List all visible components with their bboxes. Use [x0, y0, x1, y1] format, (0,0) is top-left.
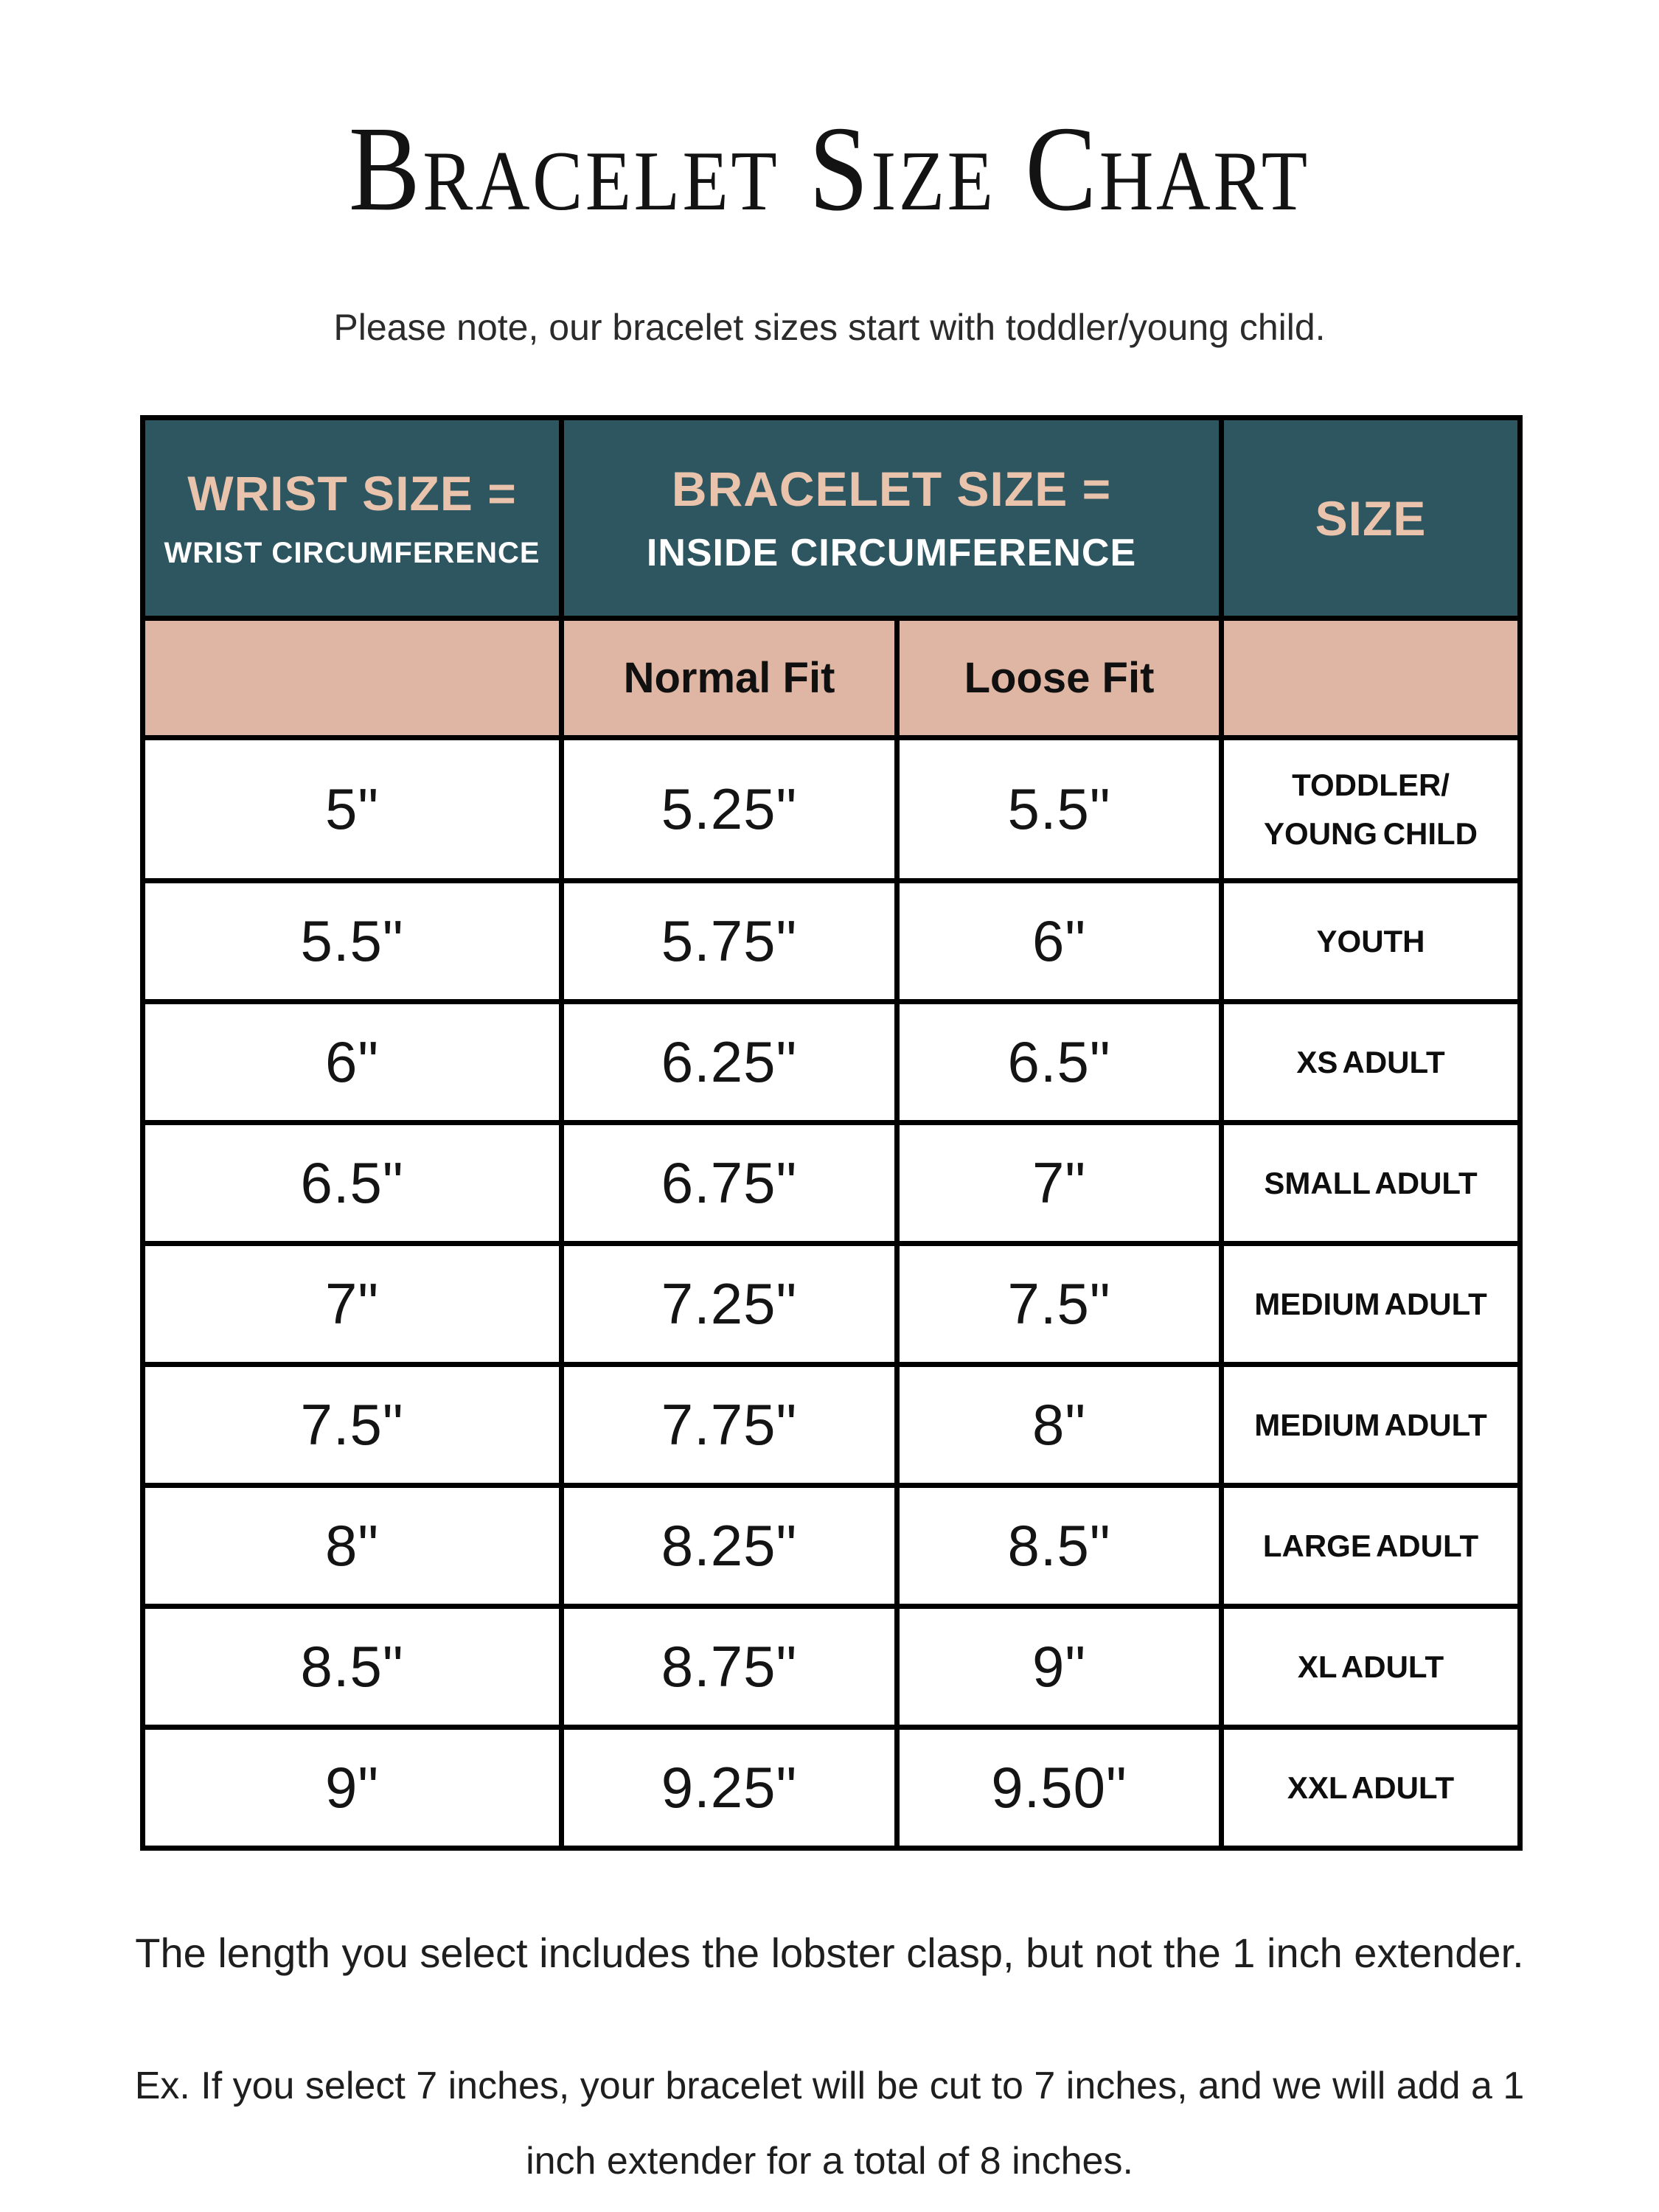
- page-title-text: Bracelet Size Chart: [349, 101, 1310, 236]
- size-label-line: YOUTH: [1316, 923, 1425, 959]
- size-label-line: XL ADULT: [1297, 1649, 1444, 1684]
- normal-fit-cell: 8.25": [559, 1483, 900, 1609]
- footnote-clasp: The length you select includes the lobst…: [135, 1930, 1524, 1976]
- page-subtitle: Please note, our bracelet sizes start wi…: [333, 307, 1326, 348]
- wrist-size-cell: 8": [140, 1483, 564, 1609]
- subheader-empty-cell-left: [140, 616, 564, 740]
- wrist-size-header-cell: WRIST SIZE = WRIST CIRCUMFERENCE: [140, 415, 564, 621]
- normal-fit-cell: 5.75": [559, 878, 900, 1004]
- normal-fit-cell: 9.25": [559, 1725, 900, 1851]
- size-label-cell: XXL ADULT: [1219, 1725, 1523, 1851]
- loose-fit-cell: 6.5": [894, 999, 1225, 1125]
- bracelet-size-header-cell: BRACELET SIZE = INSIDE CIRCUMFERENCE: [558, 415, 1225, 621]
- table-row: 5.5" 5.75" 6" YOUTH: [140, 878, 1523, 1004]
- bracelet-size-subtitle: INSIDE CIRCUMFERENCE: [646, 531, 1137, 574]
- loose-fit-cell: 6": [894, 878, 1225, 1004]
- table-row: 5" 5.25" 5.5" TODDLER/YOUNG CHILD: [140, 735, 1523, 883]
- size-label-line: XXL ADULT: [1287, 1770, 1455, 1805]
- loose-fit-header-cell: Loose Fit: [894, 616, 1225, 740]
- wrist-size-cell: 5.5": [140, 878, 564, 1004]
- bracelet-size-header-stack: BRACELET SIZE = INSIDE CIRCUMFERENCE: [564, 465, 1219, 572]
- footnote-example-line1: Ex. If you select 7 inches, your bracele…: [134, 2065, 1525, 2107]
- loose-fit-cell: 5.5": [894, 735, 1225, 883]
- loose-fit-cell: 7": [894, 1120, 1225, 1246]
- wrist-size-cell: 6.5": [140, 1120, 564, 1246]
- wrist-size-cell: 6": [140, 999, 564, 1125]
- size-label-cell: YOUTH: [1219, 878, 1523, 1004]
- normal-fit-header-cell: Normal Fit: [559, 616, 900, 740]
- table-row: 6.5" 6.75" 7" SMALL ADULT: [140, 1120, 1523, 1246]
- table-row: 7" 7.25" 7.5" MEDIUM ADULT: [140, 1241, 1523, 1367]
- size-title: SIZE: [1315, 490, 1427, 546]
- size-label-cell: MEDIUM ADULT: [1219, 1362, 1523, 1488]
- page-title: Bracelet Size Chart: [0, 108, 1659, 229]
- table-row: 6" 6.25" 6.5" XS ADULT: [140, 999, 1523, 1125]
- normal-fit-cell: 6.75": [559, 1120, 900, 1246]
- normal-fit-cell: 5.25": [559, 735, 900, 883]
- size-label-cell: TODDLER/YOUNG CHILD: [1219, 735, 1523, 883]
- normal-fit-cell: 8.75": [559, 1604, 900, 1730]
- bracelet-size-title: BRACELET SIZE =: [671, 461, 1112, 516]
- size-label-line: XS ADULT: [1296, 1044, 1445, 1079]
- subheader-empty-cell-right: [1219, 616, 1523, 740]
- size-label-line: TODDLER/: [1292, 768, 1450, 803]
- loose-fit-cell: 9.50": [894, 1725, 1225, 1851]
- table-row: 7.5" 7.75" 8" MEDIUM ADULT: [140, 1362, 1523, 1488]
- loose-fit-cell: 8": [894, 1362, 1225, 1488]
- wrist-size-cell: 8.5": [140, 1604, 564, 1730]
- loose-fit-cell: 9": [894, 1604, 1225, 1730]
- size-label-line: SMALL ADULT: [1264, 1165, 1478, 1200]
- wrist-size-header-stack: WRIST SIZE = WRIST CIRCUMFERENCE: [145, 469, 559, 568]
- wrist-size-cell: 9": [140, 1725, 564, 1851]
- size-label-cell: LARGE ADULT: [1219, 1483, 1523, 1609]
- size-label-cell: XS ADULT: [1219, 999, 1523, 1125]
- size-label-line: LARGE ADULT: [1262, 1528, 1479, 1563]
- footnote-example-line2: inch extender for a total of 8 inches.: [526, 2140, 1133, 2183]
- size-label-cell: XL ADULT: [1219, 1604, 1523, 1730]
- normal-fit-cell: 6.25": [559, 999, 900, 1125]
- subheader-row: Normal Fit Loose Fit: [140, 616, 1523, 740]
- size-label-cell: MEDIUM ADULT: [1219, 1241, 1523, 1367]
- wrist-size-cell: 5": [140, 735, 564, 883]
- size-table-body: 5" 5.25" 5.5" TODDLER/YOUNG CHILD 5.5" 5.75" 6…: [140, 735, 1523, 1851]
- wrist-size-title: WRIST SIZE =: [187, 465, 517, 521]
- wrist-size-cell: 7": [140, 1241, 564, 1367]
- size-chart-table: WRIST SIZE = WRIST CIRCUMFERENCE BRACELE…: [140, 415, 1523, 1851]
- table-row: 9" 9.25" 9.50" XXL ADULT: [140, 1725, 1523, 1851]
- loose-fit-cell: 8.5": [894, 1483, 1225, 1609]
- loose-fit-cell: 7.5": [894, 1241, 1225, 1367]
- header-row: WRIST SIZE = WRIST CIRCUMFERENCE BRACELE…: [140, 415, 1523, 621]
- size-label-cell: SMALL ADULT: [1219, 1120, 1523, 1246]
- size-label-line: MEDIUM ADULT: [1254, 1286, 1487, 1321]
- wrist-size-subtitle: WRIST CIRCUMFERENCE: [164, 536, 540, 569]
- normal-fit-cell: 7.75": [559, 1362, 900, 1488]
- normal-fit-cell: 7.25": [559, 1241, 900, 1367]
- size-label-line: MEDIUM ADULT: [1254, 1407, 1487, 1442]
- table-row: 8" 8.25" 8.5" LARGE ADULT: [140, 1483, 1523, 1609]
- size-header-cell: SIZE: [1219, 415, 1523, 621]
- footnote-example: Ex. If you select 7 inches, your bracele…: [0, 2048, 1659, 2199]
- table-row: 8.5" 8.75" 9" XL ADULT: [140, 1604, 1523, 1730]
- size-label-line: YOUNG CHILD: [1264, 815, 1478, 851]
- wrist-size-cell: 7.5": [140, 1362, 564, 1488]
